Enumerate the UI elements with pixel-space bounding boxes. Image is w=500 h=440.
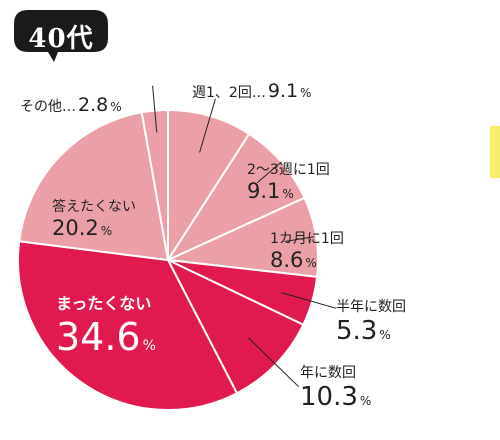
value-few-times-year: 10.3 <box>300 382 358 412</box>
label-monthly: 1カ月に1回 8.6% <box>270 231 344 272</box>
leader-line-3 <box>281 292 337 309</box>
leader-line-0 <box>199 98 216 153</box>
value-not-at-all: 34.6 <box>56 315 141 359</box>
label-few-times-year: 年に数回 10.3% <box>300 365 372 412</box>
label-prefer-not-to-answer: 答えたくない 20.2% <box>52 199 136 240</box>
leader-line-7 <box>152 85 158 133</box>
pie-slice-6 <box>18 111 170 262</box>
label-every-2-3-weeks: 2〜3週に1回 9.1% <box>247 162 330 203</box>
age-group-label: 40代 <box>28 24 94 54</box>
value-prefer-not-to-answer: 20.2 <box>52 216 99 240</box>
label-few-times-half-year: 半年に数回 5.3% <box>336 299 406 346</box>
leader-line-2 <box>284 236 315 242</box>
yellow-accent-mark <box>490 126 500 178</box>
pie-slice-5 <box>17 240 239 412</box>
leader-line-4 <box>248 337 300 388</box>
value-monthly: 8.6 <box>270 248 304 272</box>
value-few-times-half-year: 5.3 <box>336 316 378 346</box>
leader-line-1 <box>256 161 282 184</box>
value-every-2-3-weeks: 9.1 <box>247 179 281 203</box>
leader-lines <box>152 85 337 388</box>
age-group-badge: 40代 <box>14 10 108 62</box>
label-other: その他… 2.8% <box>20 94 122 116</box>
label-not-at-all: まったくない 34.6% <box>56 294 156 359</box>
badge-bubble-icon <box>14 10 108 62</box>
label-weekly: 週1、2回… 9.1% <box>192 80 312 102</box>
pie-slices <box>17 108 319 412</box>
